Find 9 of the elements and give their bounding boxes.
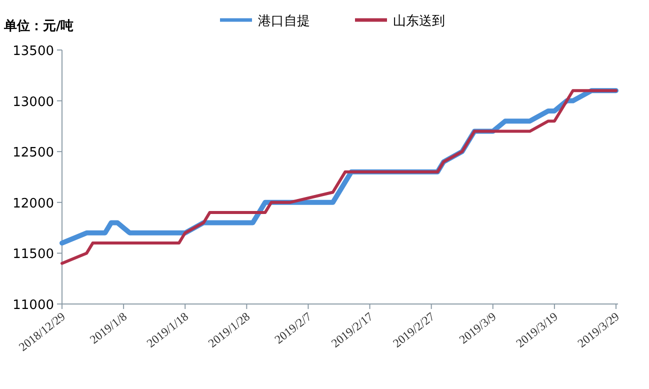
text: 单位：元/吨	[3, 18, 74, 34]
y-tick-label: 11000	[12, 298, 54, 313]
legend-label: 港口自提	[258, 14, 310, 29]
y-tick-label: 11500	[12, 247, 54, 262]
legend-label: 山东送到	[393, 14, 445, 29]
y-tick-label: 12000	[12, 196, 54, 212]
y-tick-label: 13000	[12, 94, 54, 110]
y-tick-label: 12500	[12, 146, 54, 161]
y-tick-label: 13500	[12, 44, 54, 59]
